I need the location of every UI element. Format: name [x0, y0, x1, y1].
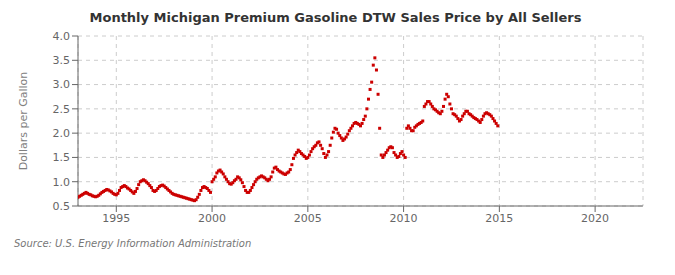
svg-text:2020: 2020 — [581, 212, 609, 225]
svg-text:4.0: 4.0 — [53, 30, 71, 43]
svg-text:Dollars per Gallon: Dollars per Gallon — [17, 72, 30, 171]
svg-text:2005: 2005 — [294, 212, 322, 225]
svg-text:1.5: 1.5 — [53, 151, 71, 164]
svg-text:0.5: 0.5 — [53, 200, 71, 213]
svg-text:2000: 2000 — [198, 212, 226, 225]
svg-text:2.0: 2.0 — [53, 127, 71, 140]
svg-text:1.0: 1.0 — [53, 176, 71, 189]
svg-text:2015: 2015 — [485, 212, 513, 225]
svg-text:3.0: 3.0 — [53, 78, 71, 91]
html-text:Monthly Michigan Premium Gasol: Monthly Michigan Premium Gasoline DTW Sa… — [89, 10, 582, 25]
svg-text:1995: 1995 — [102, 212, 130, 225]
html-text:Source: U.S. Energy Informatio: Source: U.S. Energy Information Administ… — [14, 238, 252, 249]
svg-text:3.5: 3.5 — [53, 54, 71, 67]
svg-text:2010: 2010 — [390, 212, 418, 225]
svg-text:2.5: 2.5 — [53, 103, 71, 116]
